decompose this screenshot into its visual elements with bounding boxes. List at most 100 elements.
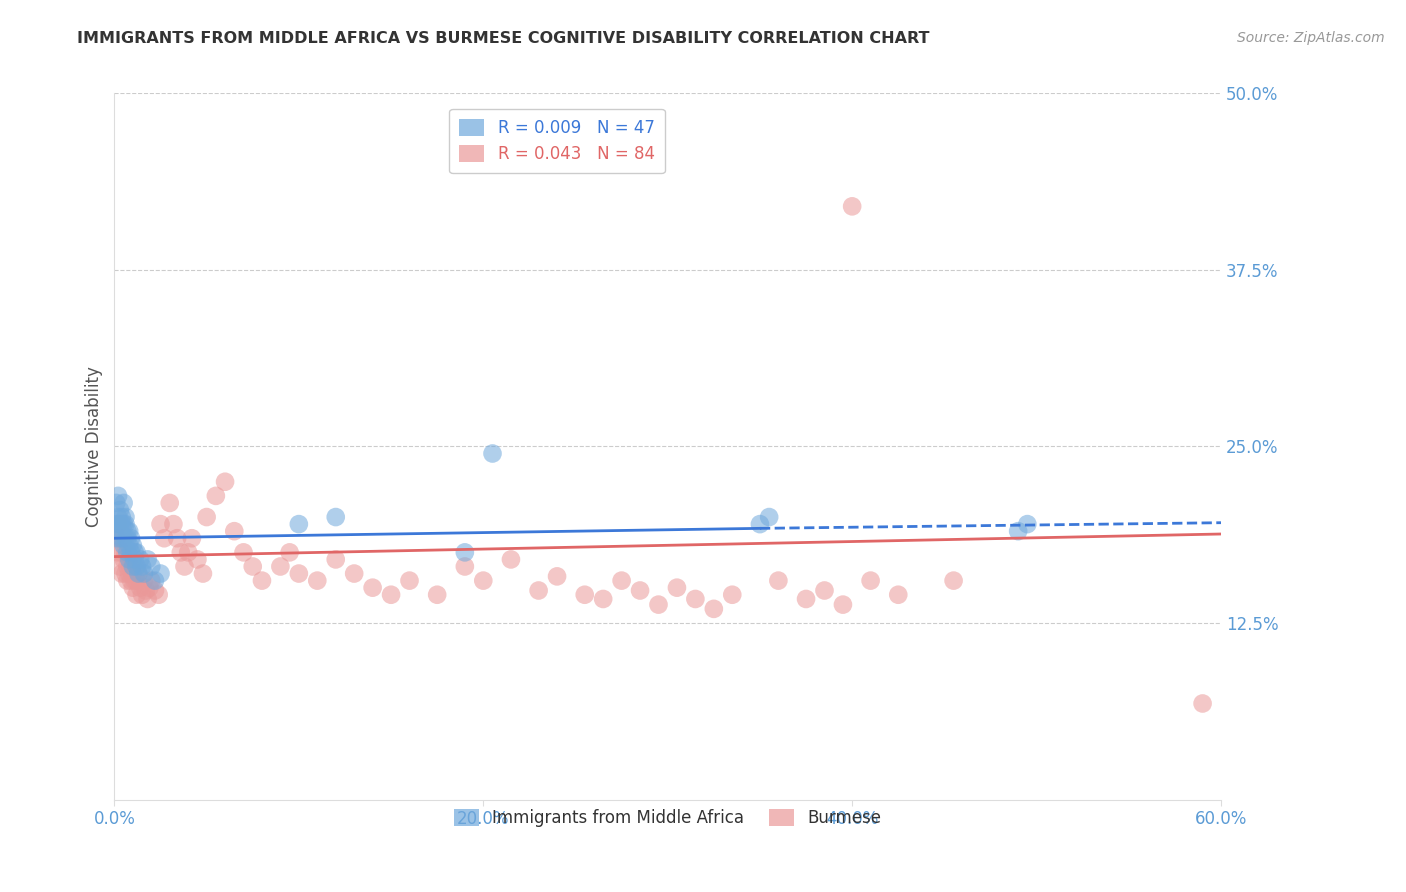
Point: [127, 566, 149, 581]
Point: [120, 559, 142, 574]
Point: [124, 545, 146, 559]
Point: [136, 552, 159, 566]
Point: [118, 552, 141, 566]
Text: Source: ZipAtlas.com: Source: ZipAtlas.com: [1237, 31, 1385, 45]
Point: [108, 531, 131, 545]
Point: [1191, 697, 1213, 711]
Point: [166, 531, 188, 545]
Point: [117, 531, 139, 545]
Point: [481, 446, 503, 460]
Point: [527, 583, 550, 598]
Point: [138, 581, 160, 595]
Point: [114, 510, 136, 524]
Point: [841, 199, 863, 213]
Point: [685, 591, 707, 606]
Point: [887, 588, 910, 602]
Point: [125, 559, 148, 574]
Point: [148, 588, 170, 602]
Point: [942, 574, 965, 588]
Point: [124, 552, 146, 566]
Point: [665, 581, 688, 595]
Point: [149, 566, 172, 581]
Point: [117, 559, 139, 574]
Point: [141, 559, 163, 574]
Point: [120, 545, 142, 559]
Point: [1007, 524, 1029, 538]
Point: [111, 531, 134, 545]
Point: [454, 559, 477, 574]
Point: [114, 545, 136, 559]
Point: [186, 552, 208, 566]
Point: [108, 559, 131, 574]
Y-axis label: Cognitive Disability: Cognitive Disability: [86, 366, 103, 527]
Point: [111, 510, 134, 524]
Point: [721, 588, 744, 602]
Point: [132, 574, 155, 588]
Point: [610, 574, 633, 588]
Point: [173, 559, 195, 574]
Point: [112, 517, 135, 532]
Point: [232, 545, 254, 559]
Point: [703, 602, 725, 616]
Point: [180, 531, 202, 545]
Point: [125, 574, 148, 588]
Point: [224, 524, 246, 538]
Point: [135, 583, 157, 598]
Point: [129, 581, 152, 595]
Point: [1017, 517, 1039, 532]
Point: [111, 566, 134, 581]
Point: [107, 531, 129, 545]
Point: [325, 510, 347, 524]
Point: [141, 574, 163, 588]
Point: [149, 517, 172, 532]
Point: [117, 545, 139, 559]
Point: [124, 574, 146, 588]
Point: [121, 559, 143, 574]
Point: [114, 517, 136, 532]
Point: [121, 581, 143, 595]
Point: [124, 559, 146, 574]
Point: [499, 552, 522, 566]
Point: [325, 552, 347, 566]
Point: [107, 545, 129, 559]
Point: [162, 517, 184, 532]
Point: [813, 583, 835, 598]
Point: [143, 583, 166, 598]
Point: [117, 574, 139, 588]
Point: [546, 569, 568, 583]
Point: [380, 588, 402, 602]
Point: [288, 566, 311, 581]
Point: [118, 566, 141, 581]
Point: [628, 583, 651, 598]
Point: [107, 489, 129, 503]
Point: [143, 574, 166, 588]
Point: [177, 545, 200, 559]
Point: [114, 531, 136, 545]
Point: [105, 496, 128, 510]
Point: [454, 545, 477, 559]
Point: [794, 591, 817, 606]
Point: [131, 559, 153, 574]
Point: [426, 588, 449, 602]
Point: [111, 545, 134, 559]
Point: [832, 598, 855, 612]
Point: [214, 475, 236, 489]
Point: [574, 588, 596, 602]
Point: [278, 545, 301, 559]
Point: [288, 517, 311, 532]
Legend: Immigrants from Middle Africa, Burmese: Immigrants from Middle Africa, Burmese: [447, 802, 889, 833]
Point: [859, 574, 882, 588]
Point: [195, 510, 218, 524]
Point: [112, 531, 135, 545]
Point: [132, 566, 155, 581]
Point: [118, 552, 141, 566]
Point: [131, 588, 153, 602]
Point: [108, 524, 131, 538]
Point: [153, 531, 176, 545]
Point: [121, 538, 143, 552]
Point: [136, 591, 159, 606]
Point: [118, 524, 141, 538]
Point: [120, 531, 142, 545]
Point: [107, 510, 129, 524]
Point: [108, 503, 131, 517]
